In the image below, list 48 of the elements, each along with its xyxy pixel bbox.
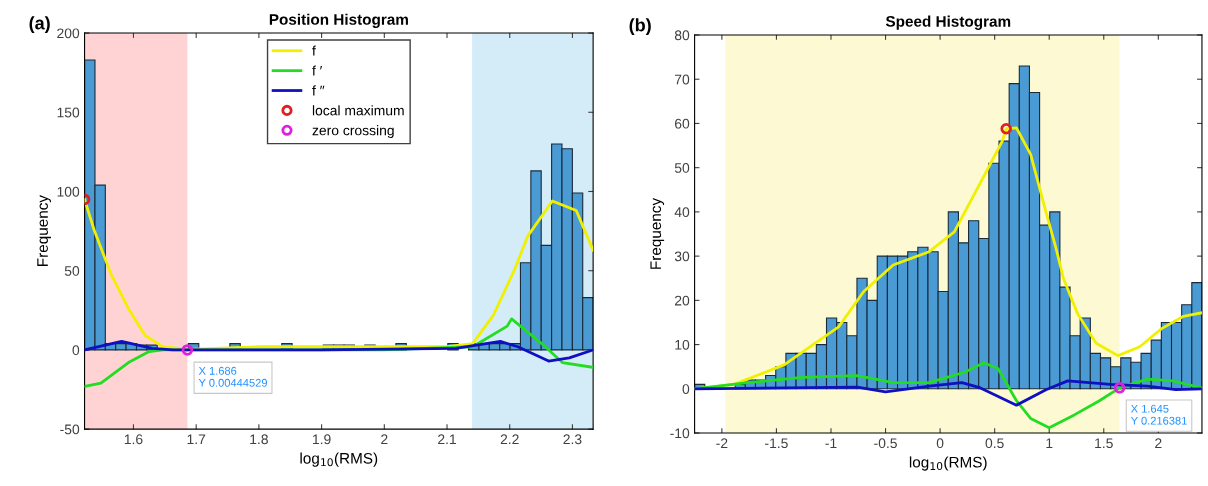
annotation: X 1.645 Y 0.216381 [1130, 404, 1187, 425]
legend-label: zero crossing [312, 125, 394, 139]
x-tick-label: 2 [1155, 438, 1162, 448]
x-tick-label: 0.5 [985, 438, 1004, 449]
text: (a) [29, 16, 50, 34]
y-tick-label: 0 [72, 345, 80, 356]
y-tick-label: 30 [674, 251, 690, 262]
x-axis-title: log$_{10}$(RMS) [300, 452, 378, 467]
x-tick-label: -1.5 [765, 438, 788, 449]
chart-title: Position Histogram [269, 13, 408, 28]
y-tick-label: -10 [670, 428, 690, 439]
text: (b) [629, 18, 651, 35]
x-tick-label: -0.5 [874, 438, 897, 449]
y-tick-label: 200 [57, 28, 80, 39]
y-tick-label: 50 [64, 266, 80, 276]
y-tick-label: 50 [674, 163, 690, 173]
y-axis-title: Frequency [37, 195, 51, 266]
x-tick-label: 1.9 [313, 434, 331, 445]
y-axis-title: Frequency [650, 197, 665, 269]
x-tick-label: 1.7 [187, 434, 206, 445]
chart-title: Speed Histogram [885, 15, 1011, 30]
y-tick-label: 100 [57, 186, 80, 197]
x-tick-label: 1.5 [1095, 438, 1113, 449]
legend-label: f [312, 45, 316, 56]
legend-label: f ′ [312, 65, 323, 76]
x-tick-label: 2 [381, 434, 388, 445]
y-tick-label: 70 [675, 74, 690, 85]
y-tick-label: -50 [60, 424, 80, 435]
x-tick-label: 2.3 [563, 434, 582, 445]
x-tick-label: 1.6 [124, 434, 143, 445]
x-tick-label: 1 [1046, 438, 1053, 448]
y-tick-label: 10 [675, 339, 690, 350]
x-tick-label: -1 [825, 438, 837, 448]
x-tick-label: -2 [716, 438, 728, 448]
x-tick-label: 2.1 [438, 434, 456, 445]
annotation: X 1.686 Y 0.00444529 [198, 366, 267, 387]
y-tick-label: 0 [682, 384, 690, 394]
y-tick-label: 60 [675, 118, 690, 129]
x-axis-title: log$_{10}$(RMS) [909, 456, 987, 471]
x-tick-label: 0 [936, 438, 944, 449]
y-tick-label: 150 [57, 107, 80, 118]
x-tick-label: 1.8 [250, 434, 268, 445]
legend-label: local maximum [312, 105, 404, 116]
legend-label: f ″ [312, 85, 325, 96]
y-tick-label: 40 [674, 207, 690, 218]
x-tick-label: 2.2 [500, 434, 519, 445]
y-tick-label: 20 [674, 295, 690, 306]
y-tick-label: 80 [674, 30, 690, 41]
